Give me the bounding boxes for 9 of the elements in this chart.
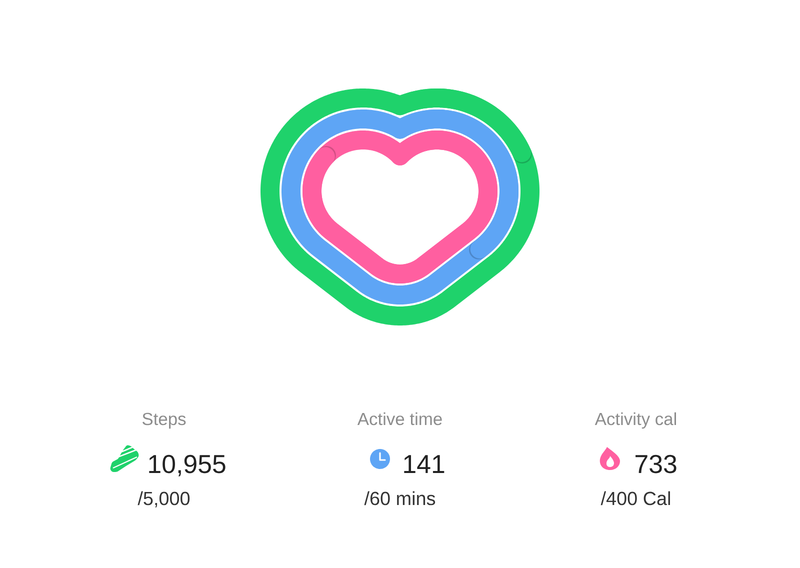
data-label: 141 bbox=[404, 455, 444, 473]
data-label: /400 Cal bbox=[600, 491, 670, 506]
data-label: /60 mins bbox=[364, 491, 436, 506]
data-label: 733 bbox=[636, 454, 676, 474]
data-label: 10,955 bbox=[149, 454, 226, 476]
category-label: Active time bbox=[357, 412, 442, 426]
category-label: Steps bbox=[142, 412, 186, 429]
data-label: /5,000 bbox=[138, 491, 190, 508]
category-label: Activity cal bbox=[594, 412, 676, 429]
